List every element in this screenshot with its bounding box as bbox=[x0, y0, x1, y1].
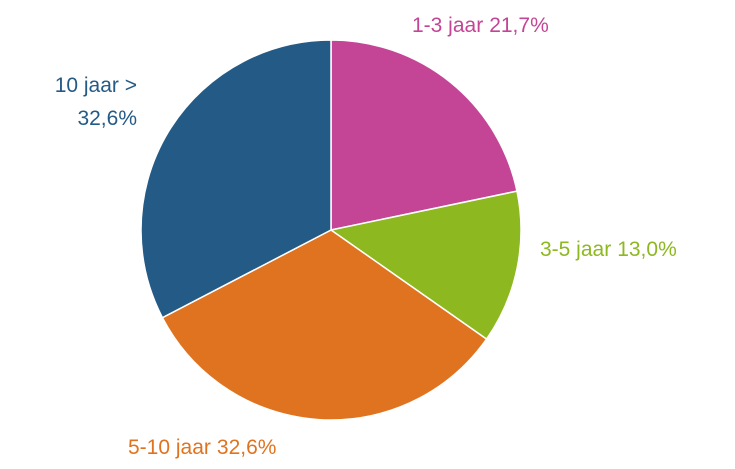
value-label: 32,6% bbox=[77, 107, 137, 130]
value-label: 21,7% bbox=[489, 14, 549, 37]
category-label: 3-5 jaar bbox=[540, 238, 611, 261]
pie-slice bbox=[330, 39, 518, 231]
category-label: 10 jaar > bbox=[55, 74, 137, 97]
slice-label: 1-3 jaar 21,7% bbox=[412, 14, 549, 37]
pie-slice bbox=[140, 39, 332, 319]
pie-slice bbox=[329, 190, 522, 341]
slice-label: 3-5 jaar 13,0% bbox=[540, 238, 677, 261]
slice-label: 10 jaar > 32,6% bbox=[55, 74, 137, 130]
category-label: 5-10 jaar bbox=[128, 436, 211, 459]
slice-label: 5-10 jaar 32,6% bbox=[128, 436, 276, 459]
category-label: 1-3 jaar bbox=[412, 14, 483, 37]
value-label: 32,6% bbox=[217, 436, 277, 459]
value-label: 13,0% bbox=[617, 238, 677, 261]
pie-slice bbox=[161, 229, 488, 421]
